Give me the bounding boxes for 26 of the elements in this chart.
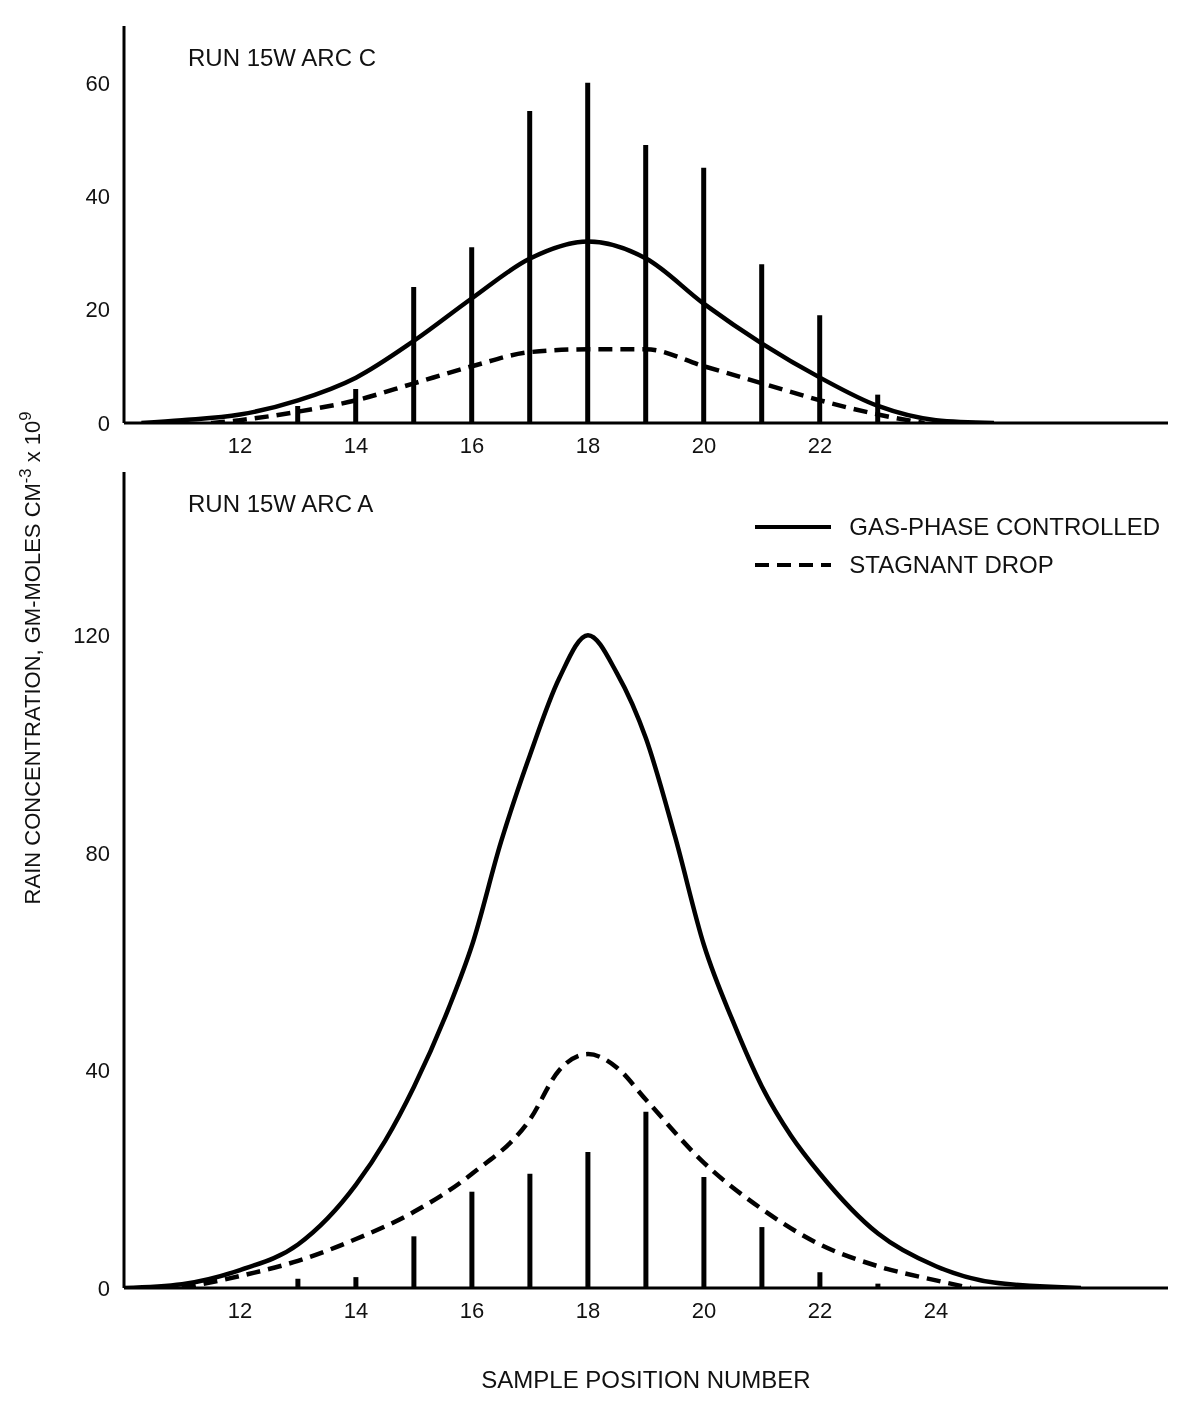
x-tick-label: 14 xyxy=(343,432,369,458)
x-tick-label: 12 xyxy=(227,432,253,458)
y-tick-label: 40 xyxy=(85,1058,110,1084)
x-tick-label: 18 xyxy=(575,432,601,458)
x-tick-label: 24 xyxy=(923,1297,949,1323)
text: RUN 15W ARC A xyxy=(188,490,374,518)
y-tick-label: 0 xyxy=(97,410,110,436)
y-tick-label: 60 xyxy=(85,70,110,96)
x-tick-label: 20 xyxy=(691,1297,717,1323)
x-tick-label: 16 xyxy=(459,1297,485,1323)
y-tick-label: 120 xyxy=(73,623,110,649)
y-tick-label: 40 xyxy=(85,183,110,209)
x-tick-label: 22 xyxy=(807,1297,833,1323)
x-axis-title: SAMPLE POSITION NUMBER xyxy=(481,1366,811,1393)
y-tick-label: 80 xyxy=(85,840,110,866)
y-tick-label: 0 xyxy=(97,1275,110,1301)
y-tick-label: 20 xyxy=(85,297,110,323)
x-tick-label: 18 xyxy=(575,1297,601,1323)
legend-label: GAS-PHASE CONTROLLED xyxy=(849,513,1160,541)
text: RUN 15W ARC C xyxy=(188,44,377,72)
legend-label: STAGNANT DROP xyxy=(849,551,1054,579)
x-tick-label: 20 xyxy=(691,432,717,458)
x-tick-label: 12 xyxy=(227,1297,253,1323)
x-tick-label: 22 xyxy=(807,432,833,458)
x-tick-label: 16 xyxy=(459,432,485,458)
x-tick-label: 14 xyxy=(343,1297,369,1323)
